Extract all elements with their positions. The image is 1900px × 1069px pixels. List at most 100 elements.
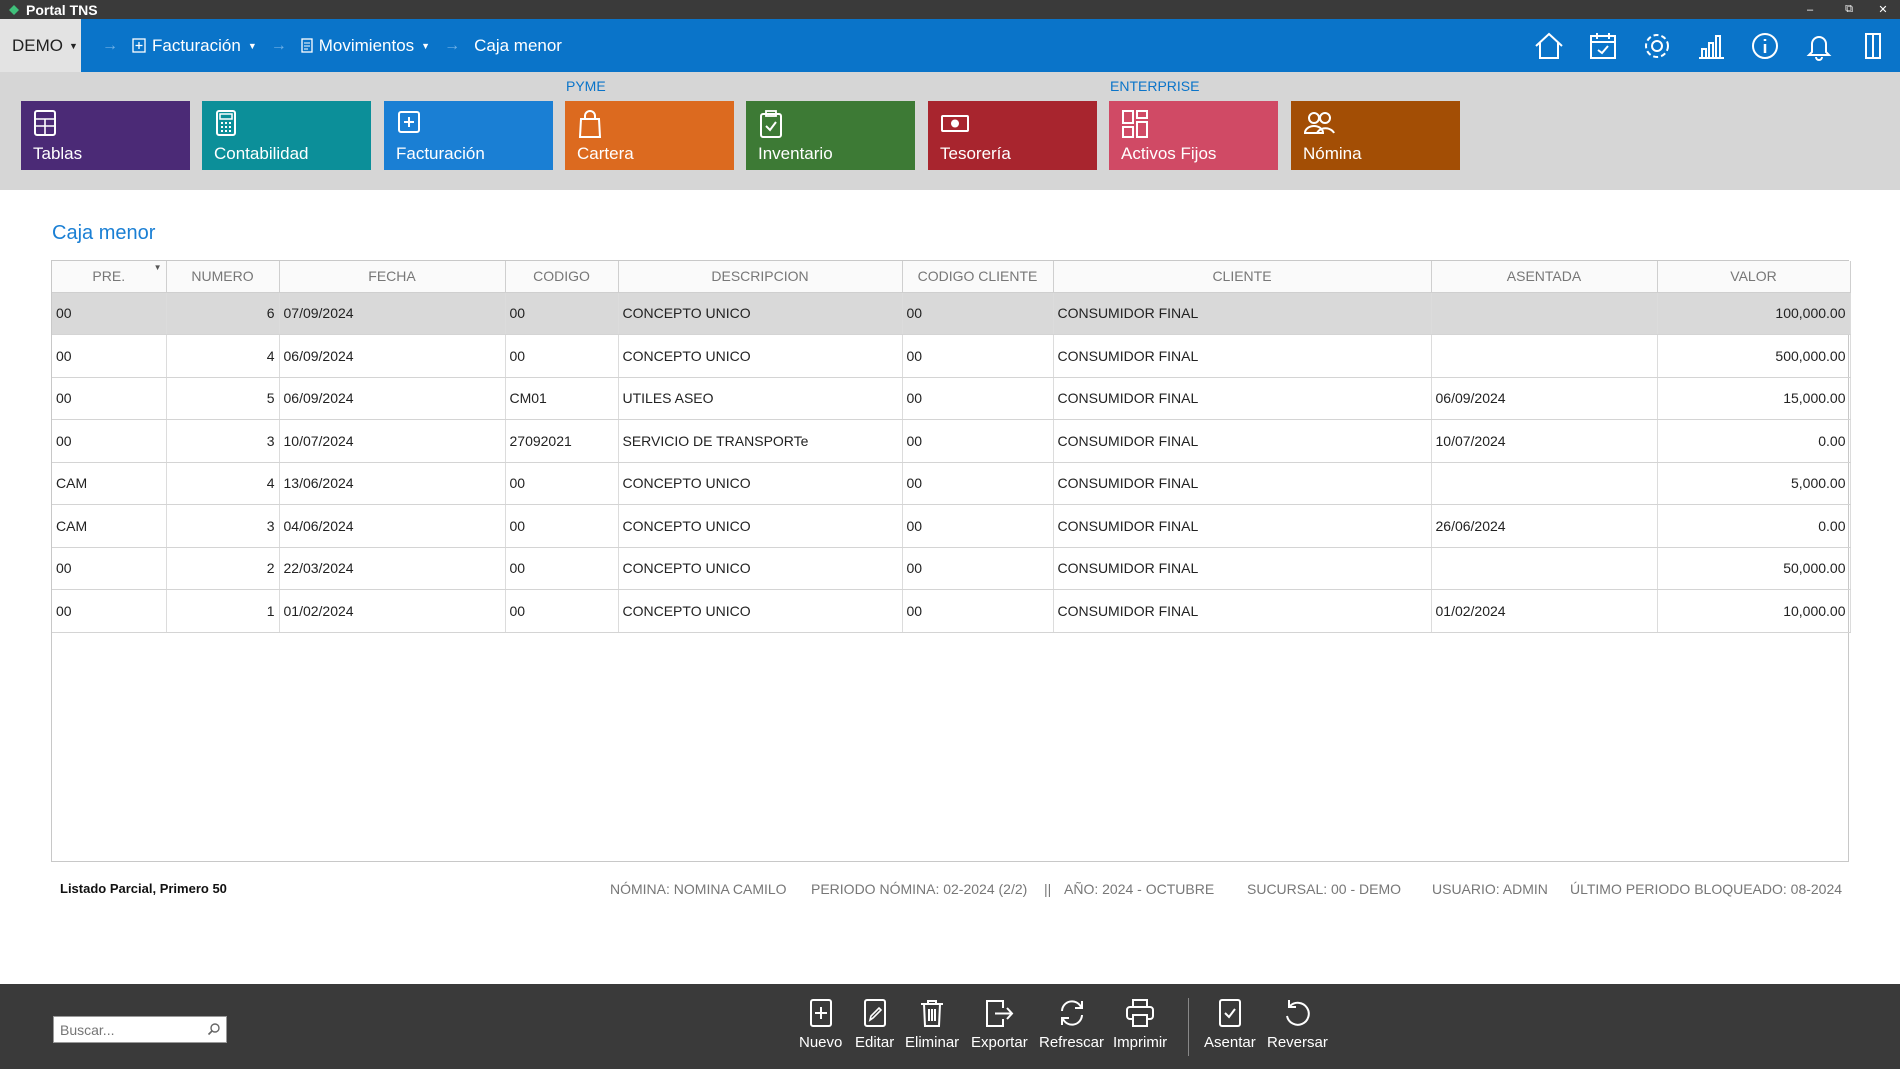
cell-fecha: 01/02/2024 — [279, 589, 506, 633]
clipboard-check-icon — [760, 110, 782, 138]
eliminar-button[interactable]: Eliminar — [905, 998, 959, 1051]
cell-valor: 500,000.00 — [1657, 334, 1851, 378]
module-tile-activos-fijos[interactable]: Activos Fijos — [1109, 101, 1278, 170]
cell-cliente: CONSUMIDOR FINAL — [1053, 292, 1432, 335]
cell-codigo: 00 — [505, 589, 619, 633]
cell-asentada — [1431, 547, 1658, 590]
cell-asentada: 10/07/2024 — [1431, 419, 1658, 463]
column-header-valor[interactable]: VALOR — [1657, 261, 1851, 293]
cell-cliente: CONSUMIDOR FINAL — [1053, 419, 1432, 463]
table-row[interactable]: CAM 3 04/06/2024 00 CONCEPTO UNICO 00 CONSUMID… — [52, 504, 1851, 548]
page-title: Caja menor — [52, 222, 156, 244]
table-row[interactable]: 00 6 07/09/2024 00 CONCEPTO UNICO 00 CONSUMIDO… — [52, 292, 1851, 335]
printer-icon — [1126, 999, 1155, 1027]
top-icon-bar — [1522, 19, 1900, 72]
editar-button[interactable]: Editar — [855, 998, 894, 1051]
listing-status: Listado Parcial, Primero 50 — [60, 881, 227, 896]
group-label-pyme: PYME — [566, 78, 606, 94]
cell-pre: 00 — [52, 589, 167, 633]
edit-document-icon — [863, 999, 886, 1027]
cell-descripcion: CONCEPTO UNICO — [618, 504, 903, 548]
cell-descripcion: SERVICIO DE TRANSPORTe — [618, 419, 903, 463]
cell-numero: 4 — [166, 334, 280, 378]
nuevo-button[interactable]: Nuevo — [799, 998, 842, 1051]
bar-chart-icon[interactable] — [1684, 19, 1738, 72]
gear-icon[interactable] — [1630, 19, 1684, 72]
cell-asentada — [1431, 292, 1658, 335]
table-row[interactable]: 00 3 10/07/2024 27092021 SERVICIO DE TRANSPO… — [52, 419, 1851, 463]
trash-icon — [921, 1000, 944, 1027]
cell-valor: 0.00 — [1657, 504, 1851, 548]
breadcrumb-caja-menor: Caja menor — [474, 35, 562, 55]
column-header-codigo[interactable]: CODIGO — [505, 261, 619, 293]
module-tile-contabilidad[interactable]: Contabilidad — [202, 101, 371, 170]
search-input[interactable] — [54, 1017, 204, 1042]
search-icon[interactable] — [207, 1022, 221, 1036]
cell-cliente: CONSUMIDOR FINAL — [1053, 462, 1432, 505]
module-tile-inventario[interactable]: Inventario — [746, 101, 915, 170]
cell-codigo-cliente: 00 — [902, 419, 1054, 463]
cell-cliente: CONSUMIDOR FINAL — [1053, 589, 1432, 633]
table-row[interactable]: 00 2 22/03/2024 00 CONCEPTO UNICO 00 CONSUMIDO… — [52, 547, 1851, 590]
column-header-codigo-cliente[interactable]: CODIGO CLIENTE — [902, 261, 1054, 293]
info-icon[interactable] — [1738, 19, 1792, 72]
module-tile-tablas[interactable]: Tablas — [21, 101, 190, 170]
column-header-fecha[interactable]: FECHA — [279, 261, 506, 293]
cell-codigo-cliente: 00 — [902, 547, 1054, 590]
cell-codigo-cliente: 00 — [902, 292, 1054, 335]
module-tile-facturacion[interactable]: Facturación — [384, 101, 553, 170]
table-row[interactable]: CAM 4 13/06/2024 00 CONCEPTO UNICO 00 CONSUMID… — [52, 462, 1851, 505]
status-anio: AÑO: 2024 - OCTUBRE — [1064, 881, 1215, 897]
exportar-button[interactable]: Exportar — [971, 998, 1028, 1051]
home-icon[interactable] — [1522, 19, 1576, 72]
asentar-button[interactable]: Asentar — [1204, 998, 1256, 1051]
restore-button[interactable]: ⧉ — [1845, 3, 1853, 15]
column-header-numero[interactable]: NUMERO — [166, 261, 280, 293]
module-tile-nomina[interactable]: Nómina — [1291, 101, 1460, 170]
cell-codigo: 00 — [505, 504, 619, 548]
window-title: Portal TNS — [26, 1, 98, 18]
breadcrumb-facturacion[interactable]: Facturación ▼ — [132, 36, 257, 56]
column-header-pre[interactable]: PRE. ▼ — [52, 261, 167, 293]
cell-asentada: 06/09/2024 — [1431, 377, 1658, 420]
cell-codigo: 27092021 — [505, 419, 619, 463]
reversar-button[interactable]: Reversar — [1267, 998, 1328, 1051]
cell-valor: 100,000.00 — [1657, 292, 1851, 335]
cell-valor: 5,000.00 — [1657, 462, 1851, 505]
column-header-asentada[interactable]: ASENTADA — [1431, 261, 1658, 293]
cell-descripcion: CONCEPTO UNICO — [618, 334, 903, 378]
sort-indicator-icon: ▼ — [153, 263, 162, 272]
minimize-button[interactable]: – — [1806, 3, 1814, 16]
notification-bell-icon[interactable] — [1792, 19, 1846, 72]
cell-numero: 3 — [166, 419, 280, 463]
breadcrumb: → Facturación ▼ → Movimientos ▼ → Caja m… — [88, 19, 562, 72]
cell-fecha: 06/09/2024 — [279, 334, 506, 378]
module-tile-cartera[interactable]: Cartera — [565, 101, 734, 170]
status-ultimo-periodo: ÚLTIMO PERIODO BLOQUEADO: 08-2024 — [1570, 881, 1843, 897]
shopping-bag-icon — [578, 110, 602, 138]
column-header-descripcion[interactable]: DESCRIPCION — [618, 261, 903, 293]
export-icon — [986, 1000, 1014, 1027]
cell-pre: 00 — [52, 547, 167, 590]
chevron-down-icon: ▼ — [247, 40, 257, 51]
cell-asentada — [1431, 334, 1658, 378]
exit-door-icon[interactable] — [1846, 19, 1900, 72]
column-header-cliente[interactable]: CLIENTE — [1053, 261, 1432, 293]
cell-descripcion: CONCEPTO UNICO — [618, 589, 903, 633]
table-row[interactable]: 00 5 06/09/2024 CM01 UTILES ASEO 00 CONSUMIDOR… — [52, 377, 1851, 420]
calendar-check-icon[interactable] — [1576, 19, 1630, 72]
table-row[interactable]: 00 1 01/02/2024 00 CONCEPTO UNICO 00 CONSUMIDO… — [52, 589, 1851, 633]
imprimir-button[interactable]: Imprimir — [1113, 998, 1167, 1051]
cell-codigo-cliente: 00 — [902, 504, 1054, 548]
document-icon — [301, 38, 313, 53]
close-button[interactable]: ✕ — [1878, 4, 1888, 16]
add-document-icon — [809, 999, 832, 1027]
refresh-icon — [1060, 1000, 1083, 1026]
module-tile-tesoreria[interactable]: Tesorería — [928, 101, 1097, 170]
status-nomina: NÓMINA: NOMINA CAMILO — [610, 881, 787, 897]
table-row[interactable]: 00 4 06/09/2024 00 CONCEPTO UNICO 00 CONSUMIDO… — [52, 334, 1851, 378]
refrescar-button[interactable]: Refrescar — [1039, 998, 1104, 1051]
breadcrumb-movimientos[interactable]: Movimientos ▼ — [301, 36, 430, 56]
cell-cliente: CONSUMIDOR FINAL — [1053, 547, 1432, 590]
company-selector[interactable]: DEMO ▼ — [0, 19, 81, 72]
